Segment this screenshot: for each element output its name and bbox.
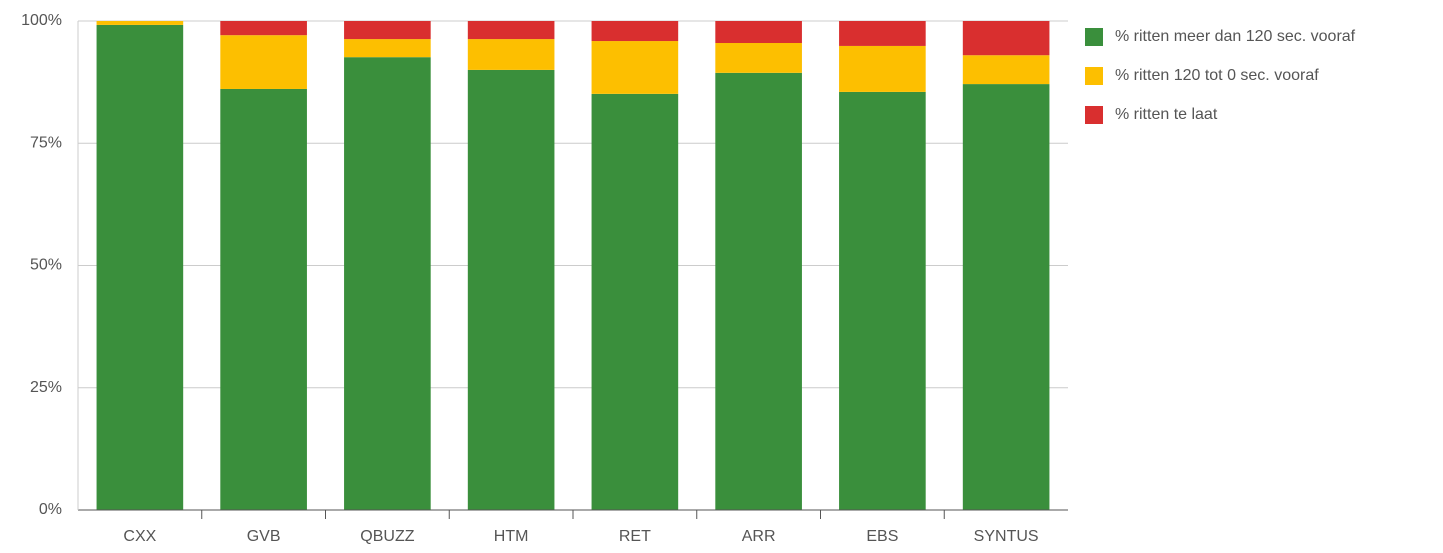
legend-swatch	[1085, 106, 1103, 124]
bar-segment	[715, 72, 802, 511]
y-tick-label: 25%	[30, 379, 62, 396]
bar-segment	[591, 41, 679, 94]
x-tick-label: GVB	[247, 528, 281, 545]
bar-segment	[344, 57, 431, 510]
x-tick-label: ARR	[742, 528, 776, 545]
x-tick-label: SYNTUS	[974, 528, 1039, 545]
y-tick-label: 100%	[21, 12, 62, 29]
bar-segment	[96, 21, 184, 25]
bar-segment	[220, 21, 307, 36]
bar-segment	[344, 39, 431, 58]
bar-segment	[839, 21, 926, 46]
legend-label: % ritten meer dan 120 sec. vooraf	[1115, 28, 1356, 45]
x-tick-label: CXX	[123, 528, 156, 545]
legend-label: % ritten te laat	[1115, 106, 1218, 123]
bar-segment	[96, 24, 184, 511]
bar-segment	[220, 35, 307, 89]
bar-segment	[467, 21, 555, 40]
x-tick-label: EBS	[866, 528, 898, 545]
bar-segment	[467, 39, 555, 70]
y-tick-label: 75%	[30, 134, 62, 151]
y-tick-label: 50%	[30, 257, 62, 274]
x-tick-label: HTM	[494, 528, 529, 545]
y-tick-label: 0%	[39, 501, 62, 518]
bar-segment	[839, 91, 926, 510]
x-tick-label: QBUZZ	[360, 528, 414, 545]
bar-segment	[839, 45, 926, 92]
legend-label: % ritten 120 tot 0 sec. vooraf	[1115, 67, 1319, 84]
legend-swatch	[1085, 67, 1103, 85]
bar-segment	[344, 21, 431, 40]
bar-segment	[962, 84, 1050, 511]
x-tick-label: RET	[619, 528, 651, 545]
bar-segment	[715, 43, 802, 73]
bar-segment	[591, 21, 679, 42]
bar-segment	[220, 88, 307, 510]
bar-segment	[962, 55, 1050, 85]
bar-segment	[715, 21, 802, 44]
bar-segment	[962, 21, 1050, 56]
legend-swatch	[1085, 28, 1103, 46]
bar-segment	[467, 69, 555, 511]
bar-segment	[591, 93, 679, 511]
